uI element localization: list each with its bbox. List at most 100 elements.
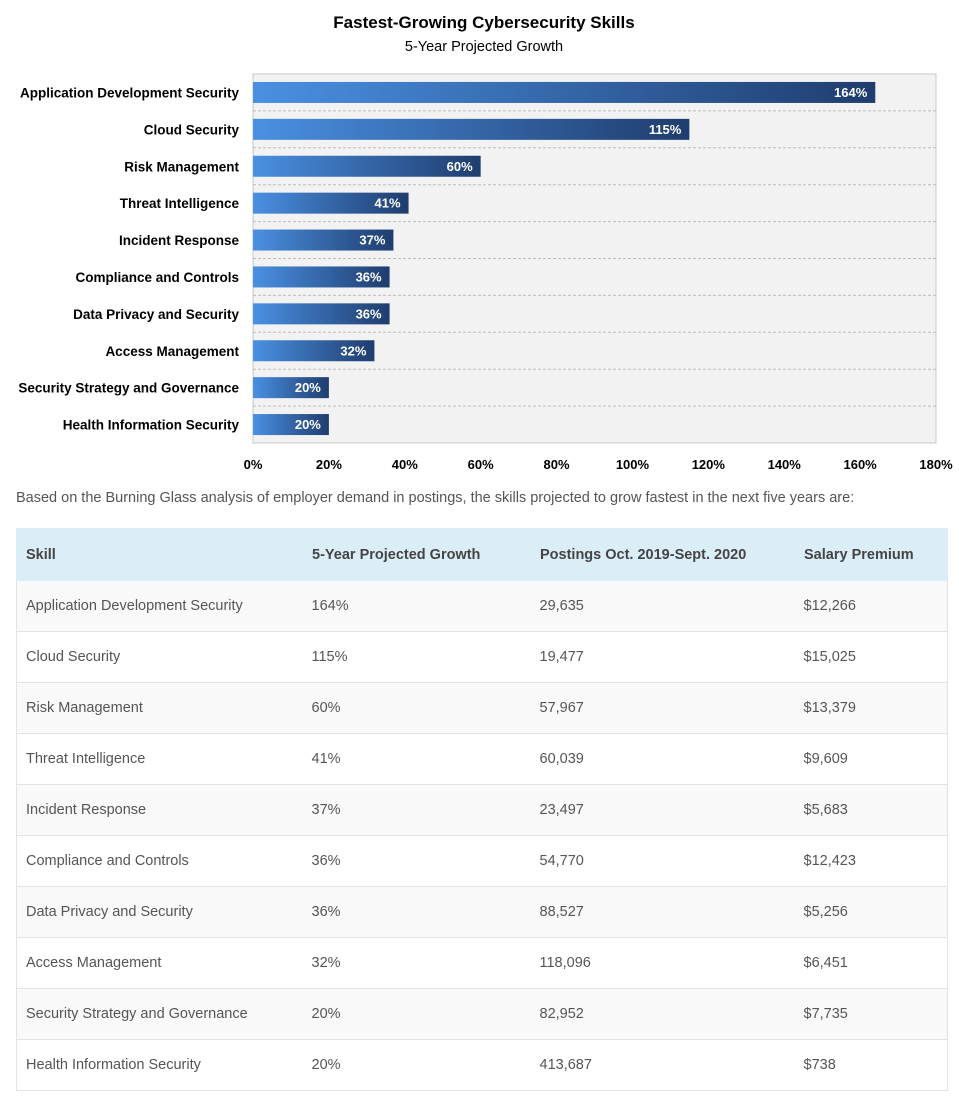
cell-skill: Health Information Security bbox=[16, 1039, 303, 1091]
cell-growth: 60% bbox=[302, 682, 531, 734]
table-row: Risk Management 60% 57,967 $13,379 bbox=[16, 682, 948, 734]
cell-salary-premium: $5,256 bbox=[794, 886, 948, 938]
cell-growth: 36% bbox=[302, 835, 531, 887]
x-tick-label: 80% bbox=[544, 457, 570, 472]
bar-value-label: 36% bbox=[356, 269, 382, 284]
cell-skill: Threat Intelligence bbox=[16, 733, 303, 785]
cell-postings: 82,952 bbox=[530, 988, 795, 1040]
cell-postings: 88,527 bbox=[530, 886, 795, 938]
table-row: Application Development Security 164% 29,6… bbox=[16, 580, 948, 632]
cell-skill: Compliance and Controls bbox=[16, 835, 303, 887]
x-tick-label: 100% bbox=[616, 457, 650, 472]
growth-chart: Fastest-Growing Cybersecurity Skills 5-Y… bbox=[0, 0, 959, 480]
cell-growth: 164% bbox=[302, 580, 531, 632]
x-tick-label: 40% bbox=[392, 457, 418, 472]
x-tick-label: 140% bbox=[768, 457, 802, 472]
cell-postings: 19,477 bbox=[530, 631, 795, 683]
cell-postings: 54,770 bbox=[530, 835, 795, 887]
table-row: Data Privacy and Security 36% 88,527 $5,256 bbox=[16, 886, 948, 938]
table-row: Access Management 32% 118,096 $6,451 bbox=[16, 937, 948, 989]
cell-postings: 413,687 bbox=[530, 1039, 795, 1091]
x-tick-label: 180% bbox=[919, 457, 953, 472]
cell-postings: 118,096 bbox=[530, 937, 795, 989]
table-row: Compliance and Controls 36% 54,770 $12,423 bbox=[16, 835, 948, 887]
x-tick-label: 120% bbox=[692, 457, 726, 472]
cell-salary-premium: $738 bbox=[794, 1039, 948, 1091]
cell-growth: 32% bbox=[302, 937, 531, 989]
table-header-row: Skill 5-Year Projected Growth Postings O… bbox=[16, 528, 948, 581]
table-row: Health Information Security 20% 413,687 $73… bbox=[16, 1039, 948, 1091]
header-skill: Skill bbox=[16, 528, 303, 581]
x-tick-label: 20% bbox=[316, 457, 342, 472]
category-label: Access Management bbox=[105, 344, 239, 359]
table-body: Application Development Security 164% 29,6… bbox=[16, 580, 948, 1091]
grid-lines bbox=[253, 110, 936, 407]
bar-value-label: 37% bbox=[359, 233, 385, 248]
cell-postings: 23,497 bbox=[530, 784, 795, 836]
bar-value-label: 164% bbox=[834, 85, 868, 100]
category-label: Data Privacy and Security bbox=[73, 307, 239, 322]
bar bbox=[253, 377, 329, 399]
bar bbox=[253, 266, 390, 288]
bar bbox=[253, 229, 394, 251]
cell-growth: 115% bbox=[302, 631, 531, 683]
chart-subtitle: 5-Year Projected Growth bbox=[405, 39, 563, 55]
skills-table: Skill 5-Year Projected Growth Postings O… bbox=[16, 528, 948, 1091]
bar bbox=[253, 303, 390, 325]
cell-postings: 29,635 bbox=[530, 580, 795, 632]
category-label: Security Strategy and Governance bbox=[18, 381, 239, 396]
cell-postings: 57,967 bbox=[530, 682, 795, 734]
intro-text: Based on the Burning Glass analysis of e… bbox=[16, 490, 855, 506]
header-salary-premium: Salary Premium bbox=[794, 528, 948, 581]
table-row: Security Strategy and Governance 20% 82,95… bbox=[16, 988, 948, 1040]
cell-skill: Application Development Security bbox=[16, 580, 303, 632]
bar bbox=[253, 414, 329, 436]
cell-salary-premium: $13,379 bbox=[794, 682, 948, 734]
bar bbox=[253, 118, 690, 140]
bar-value-label: 20% bbox=[295, 380, 321, 395]
bar bbox=[253, 81, 876, 103]
category-label: Risk Management bbox=[124, 159, 239, 174]
bar-value-label: 32% bbox=[340, 343, 366, 358]
bar-value-label: 60% bbox=[447, 159, 473, 174]
cell-skill: Risk Management bbox=[16, 682, 303, 734]
cell-postings: 60,039 bbox=[530, 733, 795, 785]
chart-title: Fastest-Growing Cybersecurity Skills bbox=[333, 13, 634, 32]
cell-salary-premium: $9,609 bbox=[794, 733, 948, 785]
cell-growth: 36% bbox=[302, 886, 531, 938]
cell-growth: 41% bbox=[302, 733, 531, 785]
table-row: Threat Intelligence 41% 60,039 $9,609 bbox=[16, 733, 948, 785]
cell-skill: Incident Response bbox=[16, 784, 303, 836]
bar-value-label: 20% bbox=[295, 417, 321, 432]
growth-chart-svg: Fastest-Growing Cybersecurity Skills 5-Y… bbox=[18, 13, 953, 472]
header-postings: Postings Oct. 2019-Sept. 2020 bbox=[530, 528, 795, 581]
category-label: Incident Response bbox=[119, 233, 240, 248]
cell-salary-premium: $7,735 bbox=[794, 988, 948, 1040]
cell-skill: Security Strategy and Governance bbox=[16, 988, 303, 1040]
bar-value-label: 41% bbox=[375, 196, 401, 211]
category-label: Cloud Security bbox=[144, 122, 240, 137]
cell-salary-premium: $5,683 bbox=[794, 784, 948, 836]
table-row: Incident Response 37% 23,497 $5,683 bbox=[16, 784, 948, 836]
bar-value-label: 115% bbox=[649, 122, 682, 137]
category-label: Threat Intelligence bbox=[120, 196, 240, 211]
x-tick-label: 0% bbox=[244, 457, 263, 472]
category-label: Application Development Security bbox=[20, 85, 240, 100]
category-label: Compliance and Controls bbox=[75, 270, 239, 285]
cell-salary-premium: $15,025 bbox=[794, 631, 948, 683]
cell-salary-premium: $6,451 bbox=[794, 937, 948, 989]
cell-growth: 37% bbox=[302, 784, 531, 836]
category-label: Health Information Security bbox=[63, 418, 240, 433]
bar bbox=[253, 192, 409, 214]
cell-skill: Cloud Security bbox=[16, 631, 303, 683]
bar-value-label: 36% bbox=[356, 306, 382, 321]
x-tick-label: 60% bbox=[468, 457, 494, 472]
bars: 164% 115% 60% 41% 37% 36% 36% 32% 20% 20% bbox=[253, 81, 876, 436]
cell-salary-premium: $12,423 bbox=[794, 835, 948, 887]
cell-skill: Data Privacy and Security bbox=[16, 886, 303, 938]
cell-salary-premium: $12,266 bbox=[794, 580, 948, 632]
cell-growth: 20% bbox=[302, 988, 531, 1040]
x-tick-label: 160% bbox=[843, 457, 877, 472]
bar bbox=[253, 340, 375, 362]
cell-growth: 20% bbox=[302, 1039, 531, 1091]
